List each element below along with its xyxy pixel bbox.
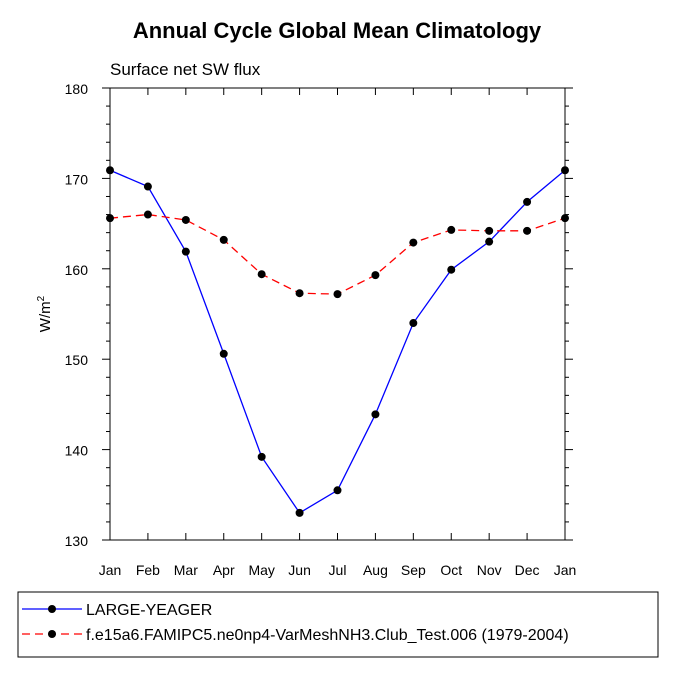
data-point (333, 290, 342, 299)
data-point (485, 237, 494, 246)
legend-label: f.e15a6.FAMIPC5.ne0np4-VarMeshNH3.Club_T… (86, 627, 569, 644)
data-point (561, 166, 569, 175)
legend: LARGE-YEAGER f.e15a6.FAMIPC5.ne0np4-VarMe… (22, 602, 569, 644)
legend-swatch-marker (48, 605, 56, 613)
series-line (109, 213, 566, 295)
x-tick-label: May (248, 562, 274, 578)
legend-item: LARGE-YEAGER (22, 602, 212, 619)
legend-box (17, 591, 659, 658)
series-line (109, 169, 566, 514)
y-tick-label: 130 (65, 533, 89, 549)
y-tick-label: 170 (65, 171, 89, 187)
data-point (295, 508, 304, 517)
data-point (561, 214, 569, 223)
data-point (409, 319, 418, 328)
data-point (181, 247, 190, 256)
x-tick-label: Apr (213, 562, 235, 578)
data-point (523, 226, 532, 235)
data-point (295, 289, 304, 298)
y-axis-label-exponent: 2 (36, 295, 47, 301)
data-point (143, 210, 152, 219)
legend-item: f.e15a6.FAMIPC5.ne0np4-VarMeshNH3.Club_T… (22, 627, 569, 644)
y-axis-label: W/m2 (36, 295, 54, 332)
x-tick-label: Mar (174, 562, 198, 578)
series-1 (106, 166, 569, 517)
data-point (257, 270, 266, 279)
x-tick-label: Jun (288, 562, 311, 578)
data-point (106, 166, 114, 175)
legend-label: LARGE-YEAGER (86, 602, 212, 619)
series-layer (106, 166, 569, 517)
y-tick-label: 140 (65, 443, 89, 459)
y-tick-label: 150 (65, 352, 89, 368)
x-tick-label: Jan (99, 562, 122, 578)
data-point (333, 486, 342, 495)
x-tick-label: Sep (401, 562, 426, 578)
y-axis-tick-labels: 130 140 150 160 170 180 (65, 81, 89, 549)
data-point (106, 214, 114, 223)
data-point (523, 197, 532, 206)
chart-title: Annual Cycle Global Mean Climatology (133, 18, 542, 43)
x-tick-label: Aug (363, 562, 388, 578)
data-point (219, 349, 228, 358)
x-axis-tick-labels: Jan Feb Mar Apr May Jun Jul Aug Sep Oct Nov Dec Jan (99, 562, 577, 578)
x-tick-label: Jan (554, 562, 577, 578)
data-point (181, 215, 190, 224)
data-point (257, 452, 266, 461)
series-2 (106, 210, 569, 299)
plot-frame (109, 87, 566, 541)
data-point (371, 410, 380, 419)
y-axis-label-unit: W/m (37, 301, 54, 332)
data-point (485, 226, 494, 235)
x-tick-label: Feb (136, 562, 160, 578)
data-point (219, 235, 228, 244)
data-point (409, 238, 418, 247)
data-point (143, 182, 152, 191)
data-point (447, 265, 456, 274)
chart-subtitle: Surface net SW flux (110, 60, 261, 79)
x-tick-label: Oct (440, 562, 462, 578)
y-tick-label: 160 (65, 262, 89, 278)
legend-swatch-marker (48, 630, 56, 638)
data-point (371, 271, 380, 280)
x-tick-label: Jul (329, 562, 347, 578)
data-point (447, 225, 456, 234)
x-tick-label: Dec (515, 562, 540, 578)
x-tick-label: Nov (477, 562, 502, 578)
y-tick-label: 180 (65, 81, 89, 97)
axis-ticks (102, 87, 573, 541)
